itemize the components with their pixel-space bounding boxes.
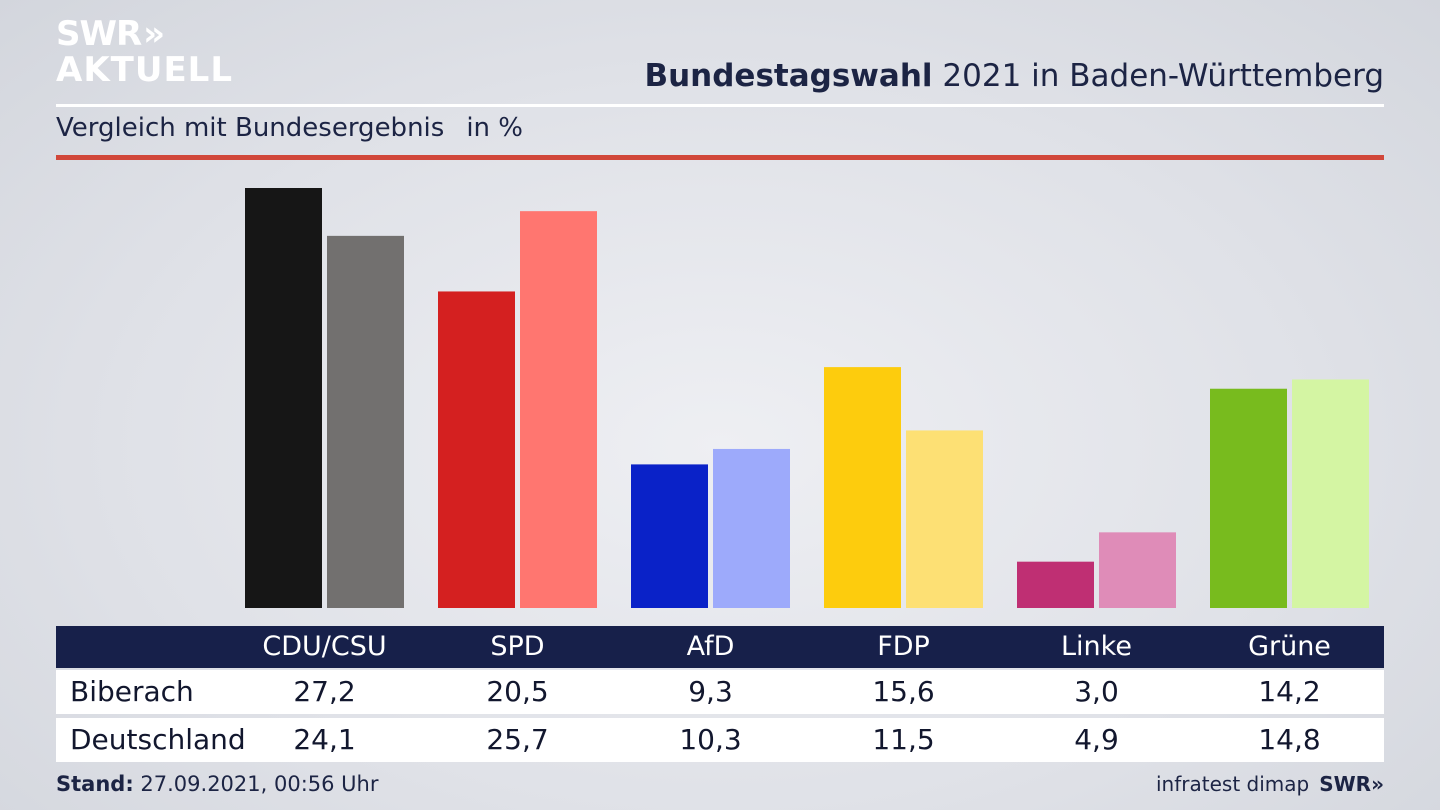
table-cell: 25,7: [486, 723, 549, 756]
bar-gr-ne-deutschland: [1292, 379, 1369, 608]
column-header: CDU/CSU: [262, 631, 387, 662]
brand-text: SWR: [1319, 772, 1372, 796]
source-credit: infratest dimap SWR»: [1156, 772, 1384, 796]
unit-label: in %: [466, 113, 523, 143]
bar-gr-ne-biberach: [1210, 388, 1287, 608]
bar-afd-biberach: [631, 464, 708, 608]
source-label: infratest dimap: [1156, 772, 1310, 796]
table-cell: 11,5: [872, 723, 935, 756]
table-cell: 10,3: [679, 723, 742, 756]
column-header: SPD: [490, 631, 545, 662]
subtitle: Vergleich mit Bundesergebnis: [56, 113, 445, 143]
bar-linke-biberach: [1017, 561, 1094, 608]
logo-line2: AKTUELL: [56, 50, 234, 90]
results-table: CDU/CSU SPD AfD FDP Linke Grüne Biberach 27,2 2…: [56, 626, 1384, 762]
table-cell: 15,6: [872, 675, 935, 708]
logo-arrows-icon: »: [143, 14, 165, 54]
bar-fdp-deutschland: [906, 430, 983, 608]
column-header: Grüne: [1248, 631, 1331, 662]
bar-cdu-csu-deutschland: [327, 235, 404, 608]
brand-arrows-icon: »: [1371, 772, 1384, 796]
bar-spd-deutschland: [520, 211, 597, 609]
logo-line1: SWR: [56, 14, 142, 54]
bar-cdu-csu-biberach: [245, 188, 322, 608]
table-cell: 20,5: [486, 675, 549, 708]
timestamp: Stand: 27.09.2021, 00:56 Uhr: [56, 772, 379, 796]
bar-fdp-biberach: [824, 367, 901, 608]
row-label: Deutschland: [70, 723, 246, 756]
table-header: CDU/CSU SPD AfD FDP Linke Grüne: [56, 626, 1384, 668]
bar-spd-biberach: [438, 291, 515, 608]
swr-brand: SWR»: [1319, 772, 1384, 796]
table-cell: 4,9: [1074, 723, 1119, 756]
table-cell: 14,8: [1258, 723, 1321, 756]
table-cell: 24,1: [293, 723, 356, 756]
stand-value: 27.09.2021, 00:56 Uhr: [133, 772, 379, 796]
accent-divider: [56, 155, 1384, 160]
swr-aktuell-logo: SWR» AKTUELL: [56, 16, 233, 88]
table-cell: 3,0: [1074, 675, 1119, 708]
table-row: Deutschland 24,1 25,7 10,3 11,5 4,9 14,8: [56, 718, 1384, 762]
bar-chart: [245, 188, 1369, 609]
table-row: Biberach 27,2 20,5 9,3 15,6 3,0 14,2: [56, 670, 1384, 714]
header-divider: [56, 104, 1384, 107]
column-header: AfD: [686, 631, 735, 662]
column-header: FDP: [877, 631, 930, 662]
title-bold: Bundestagswahl: [644, 58, 933, 94]
table-cell: 9,3: [688, 675, 733, 708]
bar-linke-deutschland: [1099, 532, 1176, 608]
title-rest: 2021 in Baden-Württemberg: [932, 58, 1384, 94]
subtitle-row: Vergleich mit Bundesergebnis in %: [56, 113, 523, 143]
row-label: Biberach: [70, 675, 194, 708]
table-cell: 14,2: [1258, 675, 1321, 708]
table-body: Biberach 27,2 20,5 9,3 15,6 3,0 14,2 Deutschlan…: [56, 670, 1384, 762]
stand-label: Stand:: [56, 772, 134, 796]
table-cell: 27,2: [293, 675, 356, 708]
page-title: Bundestagswahl 2021 in Baden-Württemberg: [644, 58, 1384, 94]
column-header: Linke: [1061, 631, 1132, 662]
bar-afd-deutschland: [713, 448, 790, 608]
